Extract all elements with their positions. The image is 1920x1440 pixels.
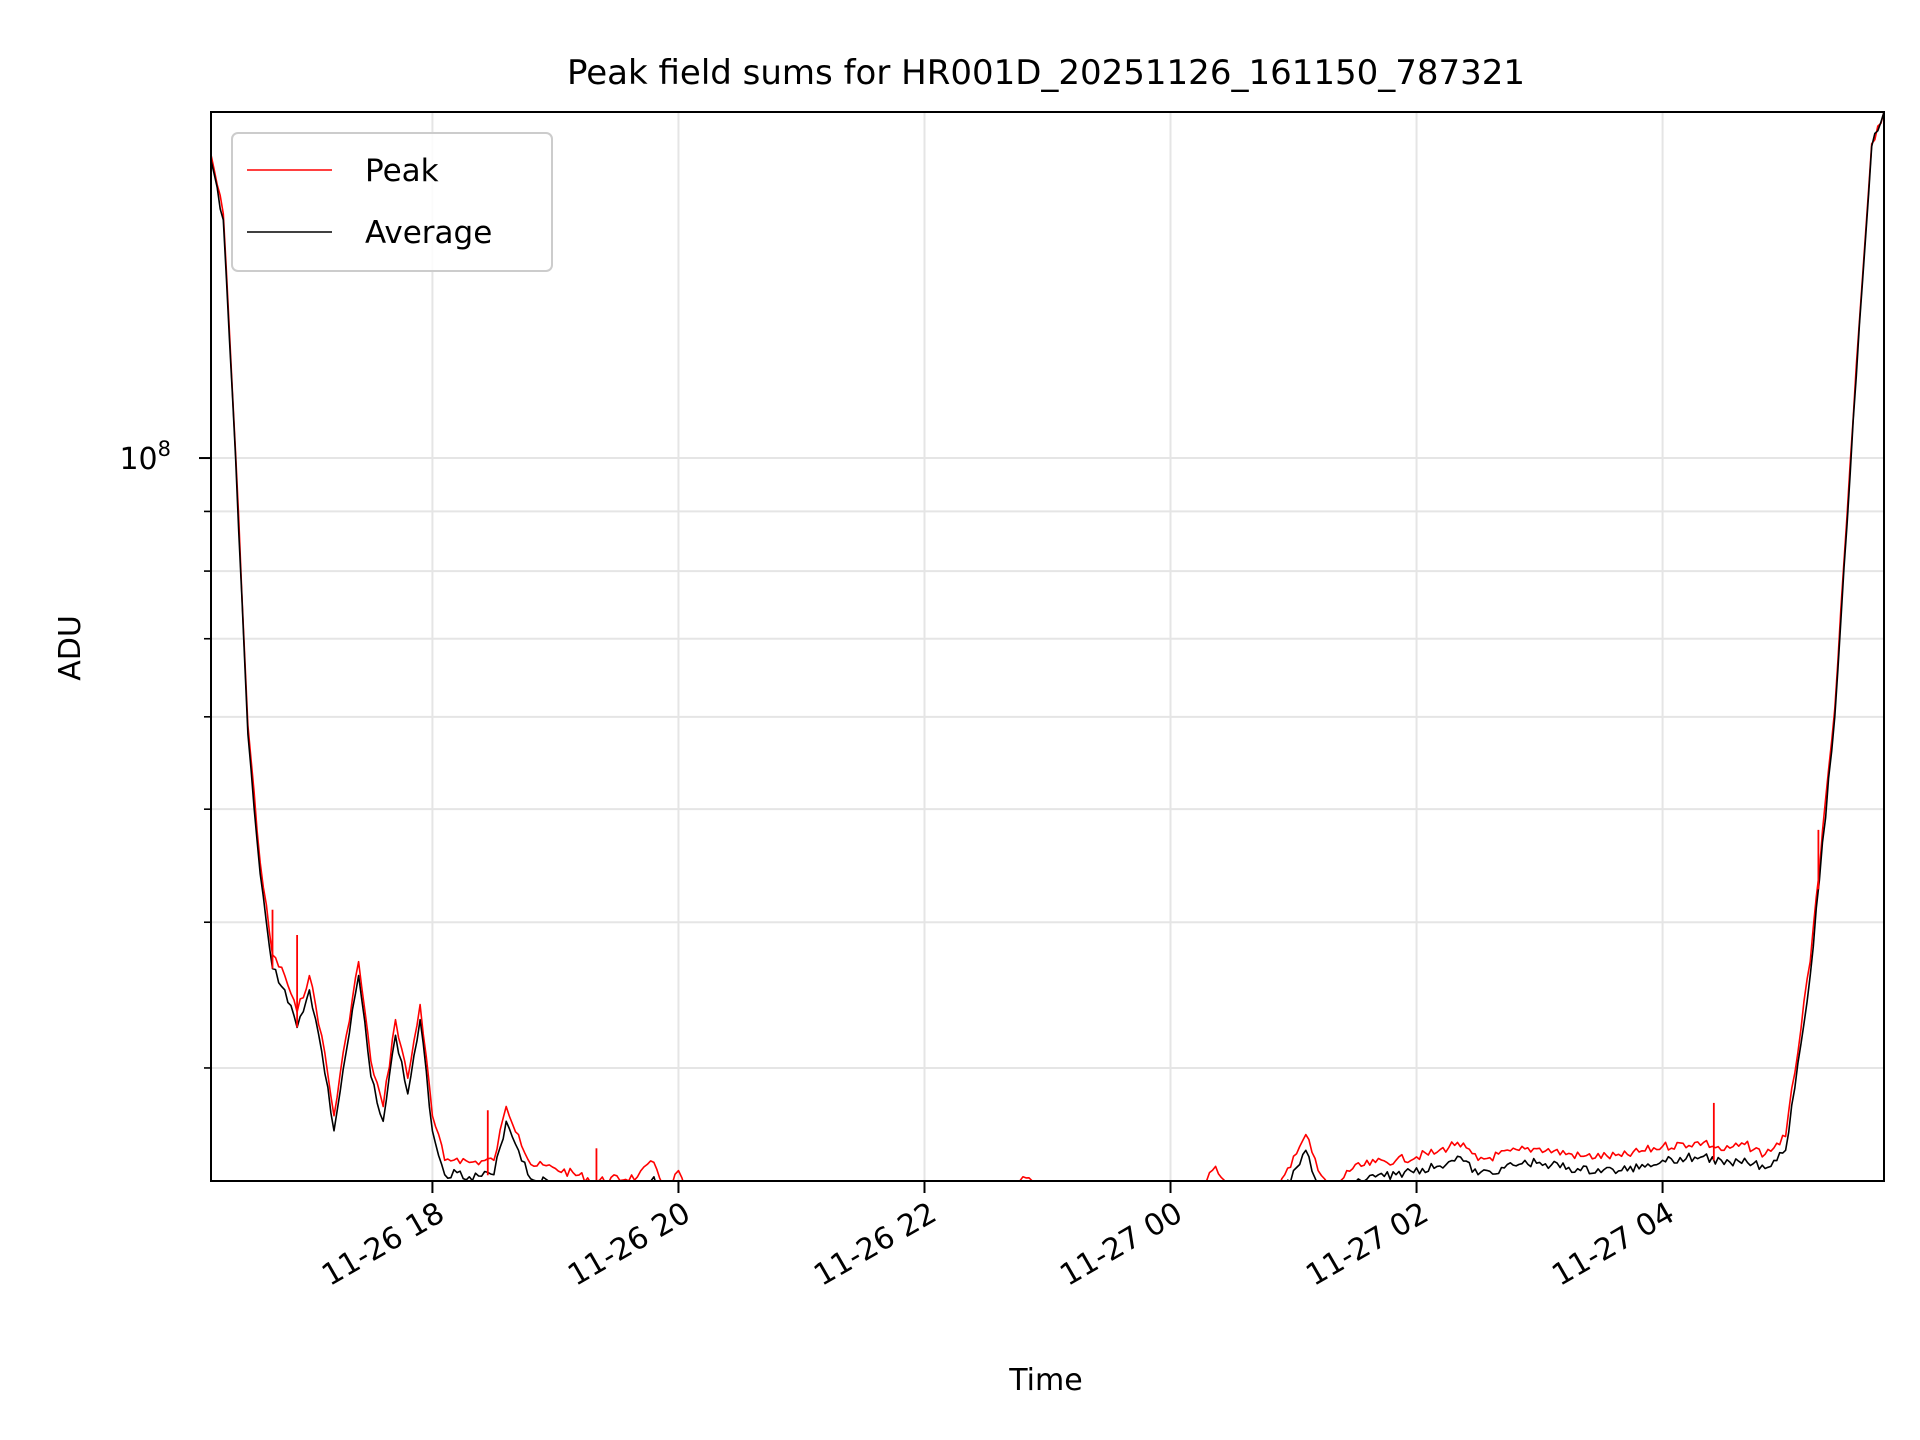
legend-label-average: Average xyxy=(365,215,492,251)
series-line-peak xyxy=(211,112,1884,1181)
legend-label-peak: Peak xyxy=(365,153,439,189)
plot-frame xyxy=(210,111,1885,1182)
chart-title: Peak field sums for HR001D_20251126_1611… xyxy=(567,53,1525,93)
y-axis-label: ADU xyxy=(53,615,88,681)
series-line-average xyxy=(211,112,1884,1181)
y-tick-label: 108 xyxy=(119,437,171,477)
legend: Peak Average xyxy=(231,132,553,272)
x-axis-label: Time xyxy=(1008,1363,1082,1398)
series-layer xyxy=(211,112,1884,1181)
grid xyxy=(211,112,1884,1181)
legend-box xyxy=(231,132,553,272)
